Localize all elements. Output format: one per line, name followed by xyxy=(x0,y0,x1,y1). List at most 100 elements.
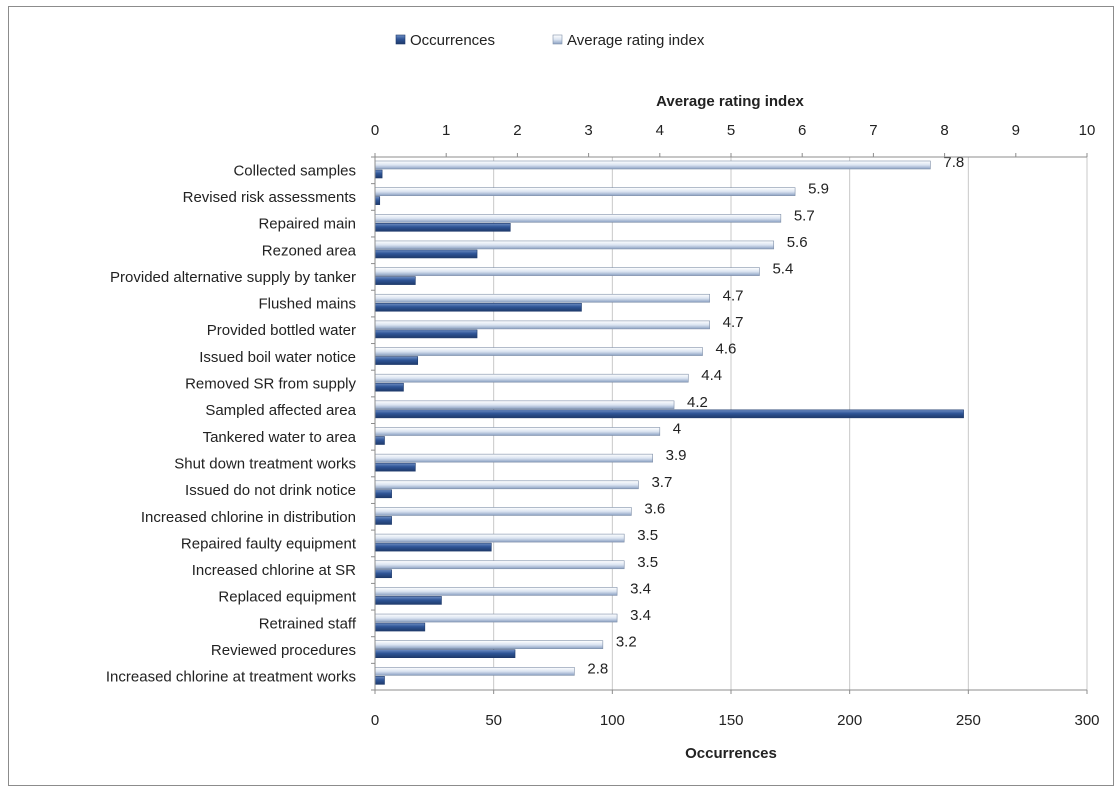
legend-label-occurrences: Occurrences xyxy=(410,32,495,49)
chart-frame xyxy=(8,6,1114,786)
data-label-average-rating: 5.4 xyxy=(772,261,793,278)
bar-occurrences xyxy=(374,569,392,579)
category-label: Collected samples xyxy=(233,162,356,179)
x-bottom-axis-title: Occurrences xyxy=(685,745,777,762)
category-label: Issued boil water notice xyxy=(199,349,356,366)
data-label-average-rating: 2.8 xyxy=(587,660,608,677)
data-label-average-rating: 3.9 xyxy=(666,447,687,464)
x-top-tick-label: 7 xyxy=(869,122,877,139)
data-label-average-rating: 4.6 xyxy=(716,341,737,358)
category-label: Shut down treatment works xyxy=(174,455,356,472)
bar-occurrences xyxy=(374,596,442,605)
bar-occurrences xyxy=(374,462,416,472)
category-label: Increased chlorine in distribution xyxy=(141,509,356,526)
category-label: Sampled affected area xyxy=(205,402,356,419)
category-labels: Collected samples Revised risk assessment… xyxy=(106,162,357,685)
bar-average-rating xyxy=(374,214,782,223)
category-label: Repaired faulty equipment xyxy=(181,535,357,552)
category-label: Increased chlorine at SR xyxy=(192,562,356,579)
data-label-average-rating: 5.6 xyxy=(787,234,808,251)
bar-average-rating xyxy=(374,507,632,516)
bar-occurrences xyxy=(374,436,385,445)
bar-occurrences xyxy=(374,329,478,339)
bar-average-rating xyxy=(374,293,710,303)
category-label: Removed SR from supply xyxy=(185,376,356,393)
bar-average-rating xyxy=(374,160,931,170)
bar-occurrences xyxy=(374,542,492,552)
data-label-average-rating: 5.9 xyxy=(808,181,829,198)
bar-average-rating xyxy=(374,640,604,650)
bar-occurrences xyxy=(374,196,381,205)
x-top-tick-label: 1 xyxy=(442,122,450,139)
bar-average-rating xyxy=(374,347,703,356)
bar-average-rating xyxy=(374,187,796,196)
category-label: Repaired main xyxy=(258,216,356,233)
bar-average-rating xyxy=(374,613,618,623)
data-label-average-rating: 3.7 xyxy=(651,474,672,491)
axes xyxy=(371,153,1088,694)
bar-occurrences xyxy=(374,223,511,232)
data-label-average-rating: 3.2 xyxy=(616,634,637,651)
x-bottom-tick-label: 100 xyxy=(600,712,625,729)
x-top-tick-label: 10 xyxy=(1079,122,1096,139)
bar-average-rating xyxy=(374,400,675,410)
x-bottom-tick-label: 300 xyxy=(1074,712,1099,729)
category-label: Replaced equipment xyxy=(218,589,356,606)
bars xyxy=(374,160,964,685)
bar-occurrences xyxy=(374,622,426,632)
data-label-average-rating: 3.5 xyxy=(637,554,658,571)
data-label-average-rating: 4.2 xyxy=(687,394,708,411)
bar-average-rating xyxy=(374,267,760,276)
bar-occurrences xyxy=(374,489,392,499)
bar-occurrences xyxy=(374,302,582,312)
bar-average-rating xyxy=(374,320,710,330)
data-label-average-rating: 4.4 xyxy=(701,367,722,384)
tick-labels: 0 50 100 150 200 250 300 0 1 2 3 4 5 6 7 8 9 10 xyxy=(371,122,1100,729)
x-bottom-tick-label: 0 xyxy=(371,712,379,729)
legend-swatch-average-rating xyxy=(552,34,563,45)
data-label-average-rating: 4.7 xyxy=(723,314,744,331)
bar-occurrences xyxy=(374,249,478,259)
category-label: Provided bottled water xyxy=(207,322,356,339)
bar-average-rating xyxy=(374,373,689,383)
data-label-average-rating: 4 xyxy=(673,421,681,438)
bar-occurrences xyxy=(374,649,516,659)
category-label: Provided alternative supply by tanker xyxy=(110,269,356,286)
x-top-tick-label: 3 xyxy=(584,122,592,139)
bar-occurrences xyxy=(374,356,419,365)
bar-occurrences xyxy=(374,409,964,419)
legend-label-average-rating: Average rating index xyxy=(567,32,705,49)
category-label: Reviewed procedures xyxy=(211,642,356,659)
x-bottom-tick-label: 150 xyxy=(718,712,743,729)
category-label: Revised risk assessments xyxy=(183,189,356,206)
x-top-tick-label: 6 xyxy=(798,122,806,139)
legend: Occurrences Average rating index xyxy=(395,32,705,49)
bar-average-rating xyxy=(374,560,625,570)
bar-average-rating xyxy=(374,667,575,676)
x-bottom-tick-label: 250 xyxy=(956,712,981,729)
category-label: Flushed mains xyxy=(258,296,356,313)
category-label: Increased chlorine at treatment works xyxy=(106,669,356,686)
bar-occurrences xyxy=(374,382,404,392)
data-label-average-rating: 3.5 xyxy=(637,527,658,544)
x-top-tick-label: 2 xyxy=(513,122,521,139)
data-label-average-rating: 5.7 xyxy=(794,207,815,224)
bar-average-rating xyxy=(374,533,625,543)
x-top-tick-label: 9 xyxy=(1012,122,1020,139)
bar-occurrences xyxy=(374,516,392,525)
bar-average-rating xyxy=(374,587,618,596)
category-label: Retrained staff xyxy=(259,615,357,632)
bar-occurrences xyxy=(374,276,416,285)
x-bottom-tick-label: 200 xyxy=(837,712,862,729)
category-label: Rezoned area xyxy=(262,242,357,259)
x-top-tick-label: 0 xyxy=(371,122,379,139)
data-label-average-rating: 4.7 xyxy=(723,287,744,304)
bar-average-rating xyxy=(374,240,775,250)
bar-average-rating xyxy=(374,427,661,436)
data-labels: 7.8 5.9 5.7 5.6 5.4 4.7 4.7 4.6 4.4 4.2 4 3.9 3.7 3.6… xyxy=(587,154,964,677)
x-top-tick-label: 4 xyxy=(656,122,664,139)
bar-occurrences xyxy=(374,169,383,179)
data-label-average-rating: 3.4 xyxy=(630,607,651,624)
bar-average-rating xyxy=(374,480,639,490)
